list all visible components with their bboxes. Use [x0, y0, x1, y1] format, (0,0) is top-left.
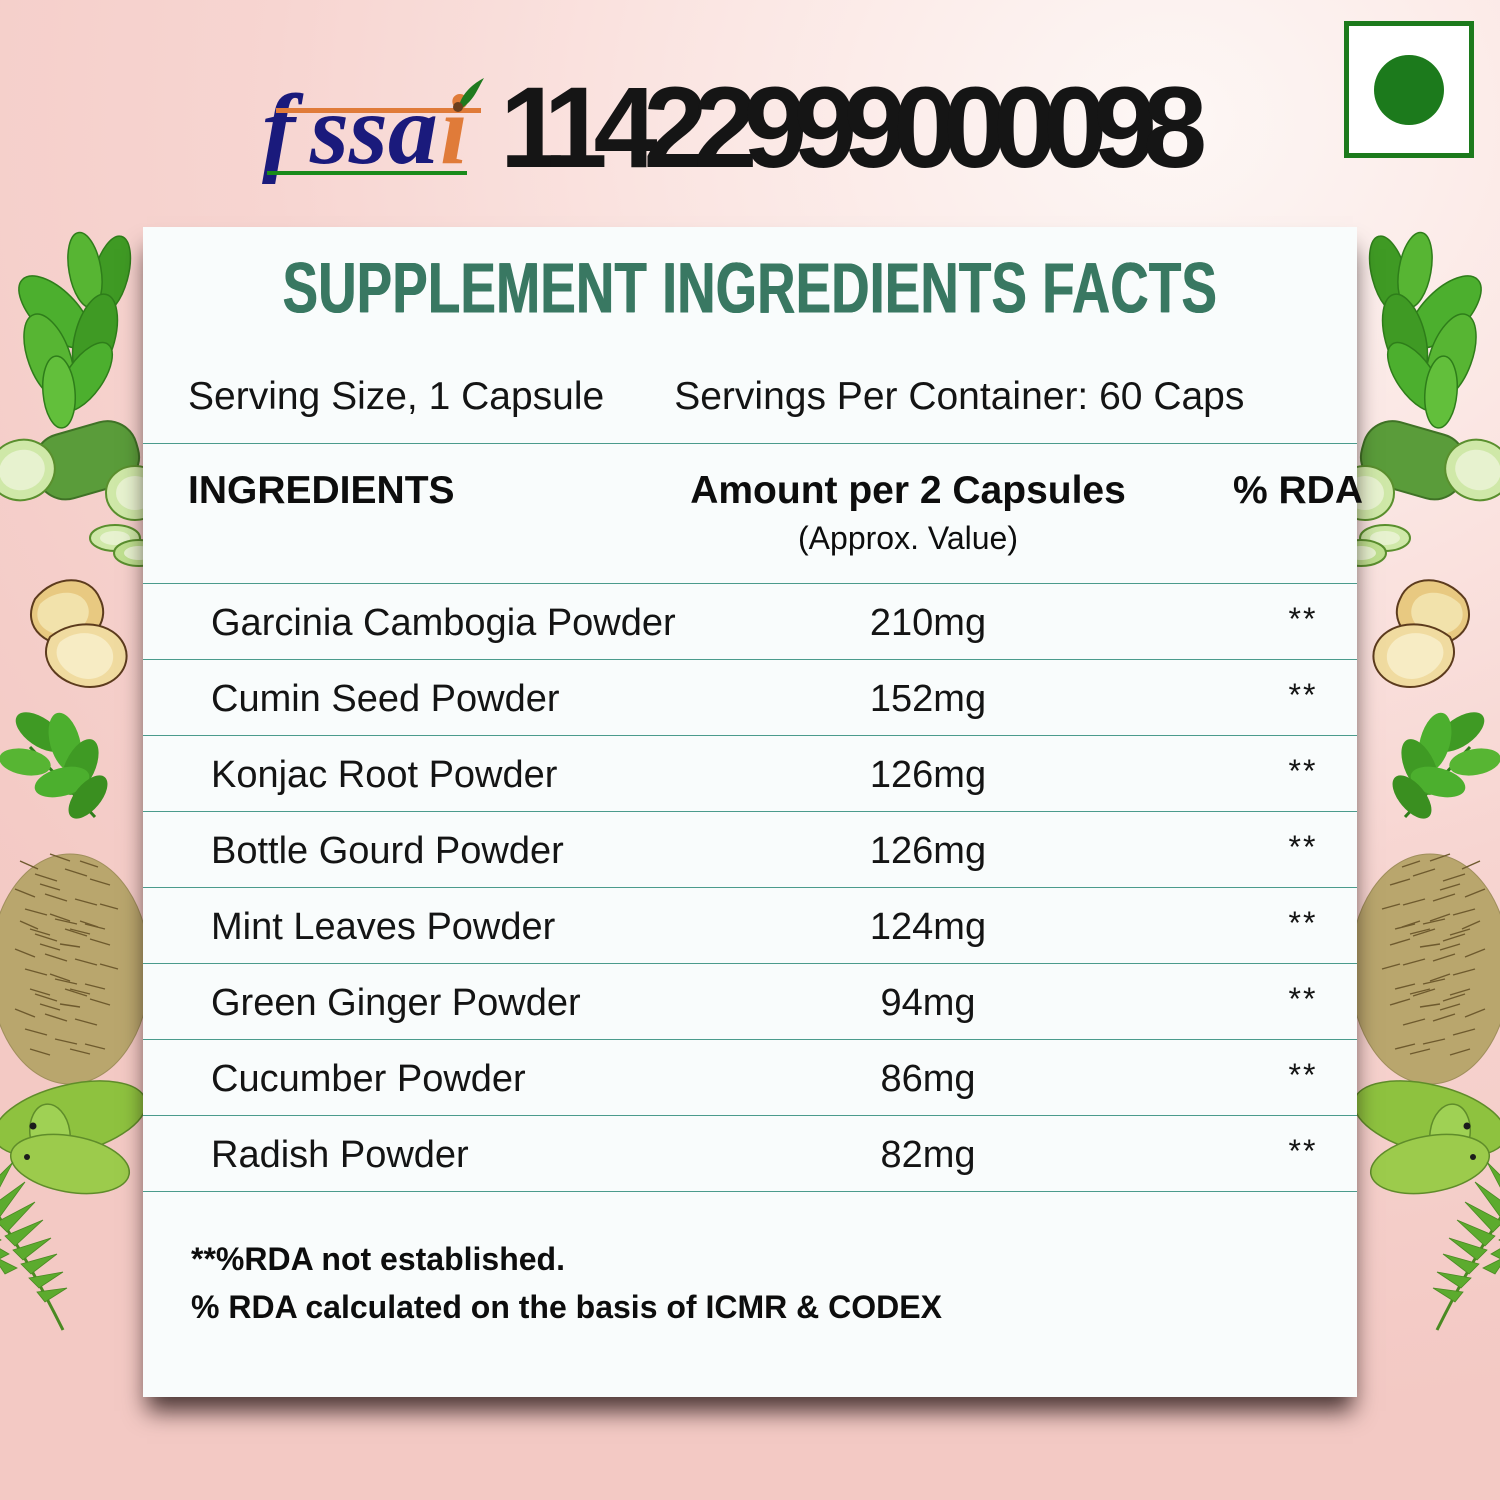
- svg-text:ssa: ssa: [309, 74, 438, 185]
- svg-text:f: f: [262, 74, 304, 185]
- svg-text:i: i: [440, 74, 468, 185]
